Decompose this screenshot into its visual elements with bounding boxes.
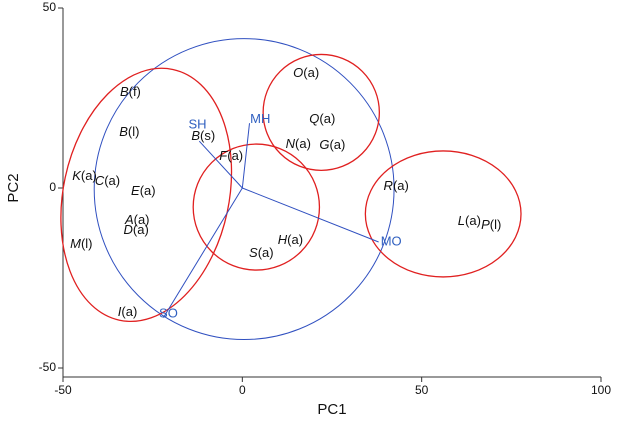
x-tick-label: 100 bbox=[591, 383, 611, 397]
point-letter: B bbox=[120, 84, 129, 99]
point-label: P(l) bbox=[481, 218, 501, 233]
point-letter: B bbox=[119, 124, 128, 139]
point-letter: S bbox=[249, 245, 258, 260]
point-letter: O bbox=[293, 65, 303, 80]
loading-vector bbox=[198, 140, 243, 189]
loading-vector bbox=[242, 187, 379, 243]
point-suffix: (a) bbox=[81, 168, 97, 183]
group-ellipse bbox=[262, 53, 380, 172]
group-ellipse bbox=[192, 143, 321, 271]
point-letter: D bbox=[124, 222, 133, 237]
x-tick-label: 50 bbox=[415, 383, 429, 397]
point-letter: E bbox=[131, 183, 140, 198]
point-label: B(s) bbox=[191, 128, 215, 143]
point-suffix: (l) bbox=[81, 236, 93, 251]
point-letter: M bbox=[70, 236, 81, 251]
point-suffix: (a) bbox=[258, 245, 274, 260]
point-letter: H bbox=[278, 232, 288, 247]
point-label: N(a) bbox=[286, 137, 311, 152]
x-axis-title: PC1 bbox=[317, 401, 346, 418]
point-suffix: (a) bbox=[287, 232, 303, 247]
variable-label: MO bbox=[381, 233, 402, 248]
y-axis-title: PC2 bbox=[5, 173, 22, 202]
point-suffix: (a) bbox=[319, 111, 335, 126]
point-label: C(a) bbox=[95, 173, 120, 188]
point-label: B(l) bbox=[119, 124, 139, 139]
variable-label: SH bbox=[188, 116, 206, 131]
point-label: A(a) bbox=[124, 213, 150, 228]
y-tick-label: -50 bbox=[39, 360, 57, 374]
group-ellipse bbox=[364, 150, 522, 278]
point-letter: F bbox=[219, 148, 228, 163]
point-letter: N bbox=[286, 137, 296, 152]
point-label: O(a) bbox=[293, 65, 319, 80]
point-suffix: (a) bbox=[465, 213, 481, 228]
point-suffix: (l) bbox=[128, 124, 140, 139]
point-suffix: (a) bbox=[303, 65, 319, 80]
point-letter: Q bbox=[309, 111, 319, 126]
point-suffix: (a) bbox=[134, 213, 150, 228]
point-label: Q(a) bbox=[309, 111, 335, 126]
point-suffix: (a) bbox=[227, 148, 243, 163]
point-letter: R bbox=[384, 178, 393, 193]
point-suffix: (a) bbox=[140, 183, 156, 198]
point-letter: A bbox=[124, 213, 134, 228]
point-label: L(a) bbox=[458, 213, 481, 228]
point-suffix: (a) bbox=[104, 173, 120, 188]
point-suffix: (s) bbox=[200, 128, 215, 143]
point-suffix: (f) bbox=[129, 84, 141, 99]
point-label: E(a) bbox=[131, 183, 156, 198]
point-suffix: (a) bbox=[133, 222, 149, 237]
variable-label: MH bbox=[250, 111, 270, 126]
point-label: S(a) bbox=[249, 245, 274, 260]
point-label: M(l) bbox=[70, 236, 92, 251]
correlation-circle bbox=[93, 38, 395, 341]
point-label: B(f) bbox=[120, 84, 141, 99]
point-suffix: (a) bbox=[121, 304, 137, 319]
point-letter: G bbox=[319, 137, 329, 152]
y-tick-label: 50 bbox=[43, 0, 57, 14]
point-letter: B bbox=[191, 128, 200, 143]
point-letter: K bbox=[72, 168, 82, 183]
point-letter: L bbox=[458, 213, 465, 228]
point-label: I(a) bbox=[118, 304, 138, 319]
x-tick-label: 0 bbox=[239, 383, 246, 397]
point-label: G(a) bbox=[319, 137, 345, 152]
variable-label: SO bbox=[159, 305, 178, 320]
loading-vector bbox=[162, 187, 243, 318]
point-letter: C bbox=[95, 173, 105, 188]
point-suffix: (a) bbox=[295, 137, 311, 152]
y-tick-label: 0 bbox=[49, 180, 56, 194]
point-suffix: (l) bbox=[490, 218, 502, 233]
point-letter: P bbox=[481, 218, 490, 233]
point-suffix: (a) bbox=[329, 137, 345, 152]
loading-vector bbox=[241, 123, 251, 189]
point-suffix: (a) bbox=[393, 178, 409, 193]
point-label: F(a) bbox=[219, 148, 243, 163]
point-label: R(a) bbox=[384, 178, 409, 193]
x-tick-label: -50 bbox=[54, 383, 72, 397]
point-label: D(a) bbox=[124, 222, 149, 237]
point-label: H(a) bbox=[278, 232, 303, 247]
point-letter: I bbox=[118, 304, 122, 319]
point-label: K(a) bbox=[72, 168, 97, 183]
